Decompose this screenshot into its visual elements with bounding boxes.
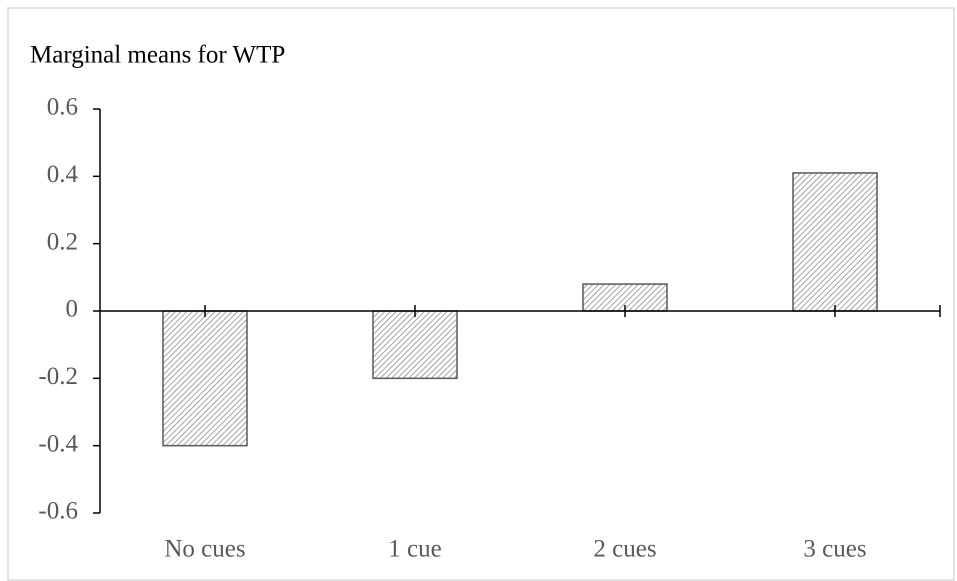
bar — [372, 310, 458, 380]
bar — [162, 310, 248, 447]
x-tick-label: 2 cues — [593, 536, 656, 563]
y-tick-label: -0.2 — [38, 363, 78, 390]
chart-frame — [7, 7, 955, 581]
y-tick-label: 0.2 — [47, 228, 78, 255]
y-tick-label: -0.6 — [38, 498, 78, 525]
y-tick-label: -0.4 — [38, 430, 78, 457]
x-tick-label: 3 cues — [803, 536, 866, 563]
x-tick-label: 1 cue — [388, 536, 441, 563]
y-tick-label: 0.6 — [47, 94, 78, 121]
bar — [792, 172, 878, 312]
chart-title: Marginal means for WTP — [30, 42, 285, 69]
y-tick-label: 0 — [66, 296, 79, 323]
y-tick-label: 0.4 — [47, 161, 79, 188]
x-tick-label: No cues — [164, 536, 245, 563]
